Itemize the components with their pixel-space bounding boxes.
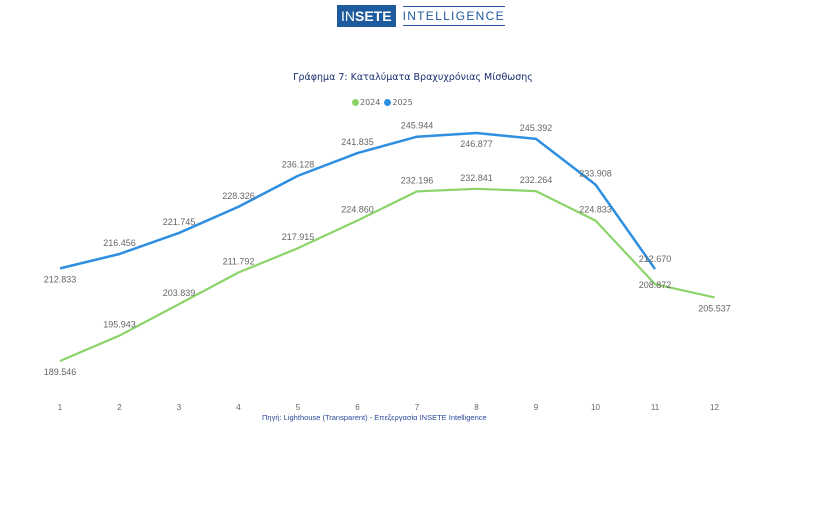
legend-item-2024[interactable]: 2024 [352,98,380,107]
data-label: 233.908 [579,169,612,179]
data-label: 205.537 [698,303,731,313]
data-label: 216.456 [103,238,136,248]
data-label: 245.944 [401,121,434,131]
data-label: 211.792 [223,257,255,267]
data-label: 228.326 [222,191,255,201]
chart-title: Γράφημα 7: Καταλύματα Βραχυχρόνιας Μίσθω… [293,72,533,83]
logo-intelligence: INTELLIGENCE [402,6,505,26]
data-label: 224.833 [579,205,612,215]
data-label: 212.670 [639,254,672,264]
x-tick-label: 11 [651,403,660,412]
legend: 2024 2025 [352,98,413,107]
legend-dot-icon [384,99,392,106]
data-label: 232.264 [520,175,553,185]
x-tick-label: 3 [177,403,182,412]
x-tick-label: 1 [58,403,63,412]
x-tick-label: 12 [710,403,719,412]
legend-label: 2024 [360,98,381,107]
data-label: 203.839 [163,288,196,298]
logo-box: INSETE [337,5,396,27]
data-label: 245.392 [520,123,553,133]
logo-sete: SETE [355,8,392,24]
data-label: 236.128 [282,160,315,170]
x-tick-label: 4 [236,403,241,412]
data-label: 195.943 [103,320,136,330]
x-tick-label: 8 [474,403,479,412]
x-tick-label: 2 [117,403,122,412]
data-label: 232.841 [460,173,493,183]
legend-item-2025[interactable]: 2025 [384,98,413,107]
x-tick-label: 7 [415,403,420,412]
data-label: 232.196 [401,175,434,185]
data-label: 246.877 [460,139,493,149]
data-label: 217.915 [282,232,315,242]
x-tick-label: 9 [534,403,539,412]
data-label: 224.860 [341,205,374,215]
insete-logo: INSETE INTELLIGENCE [337,5,505,27]
series-line-2025 [59,131,657,270]
data-label: 212.833 [44,274,77,284]
data-label: 221.745 [163,217,196,227]
x-tick-label: 5 [296,403,301,412]
logo-in: IN [341,8,355,24]
x-tick-label: 10 [591,403,600,412]
legend-dot-icon [352,99,359,106]
data-label: 189.546 [44,367,77,377]
legend-label: 2025 [392,98,413,107]
series-line-2024 [59,187,715,363]
x-tick-label: 6 [355,403,360,412]
data-label: 241.835 [341,137,374,147]
source-note: Πηγή: Lighthouse (Transparent) - Επεξεργ… [262,413,487,422]
data-label: 208.872 [639,280,672,290]
